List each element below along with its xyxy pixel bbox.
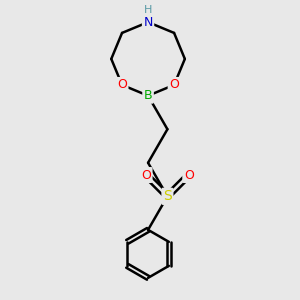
Text: N: N <box>143 16 153 28</box>
Text: O: O <box>117 78 127 92</box>
Text: B: B <box>144 89 152 102</box>
Text: H: H <box>144 5 152 15</box>
Text: O: O <box>184 169 194 182</box>
Text: O: O <box>141 169 151 182</box>
Text: O: O <box>169 78 179 92</box>
Text: S: S <box>163 189 172 203</box>
